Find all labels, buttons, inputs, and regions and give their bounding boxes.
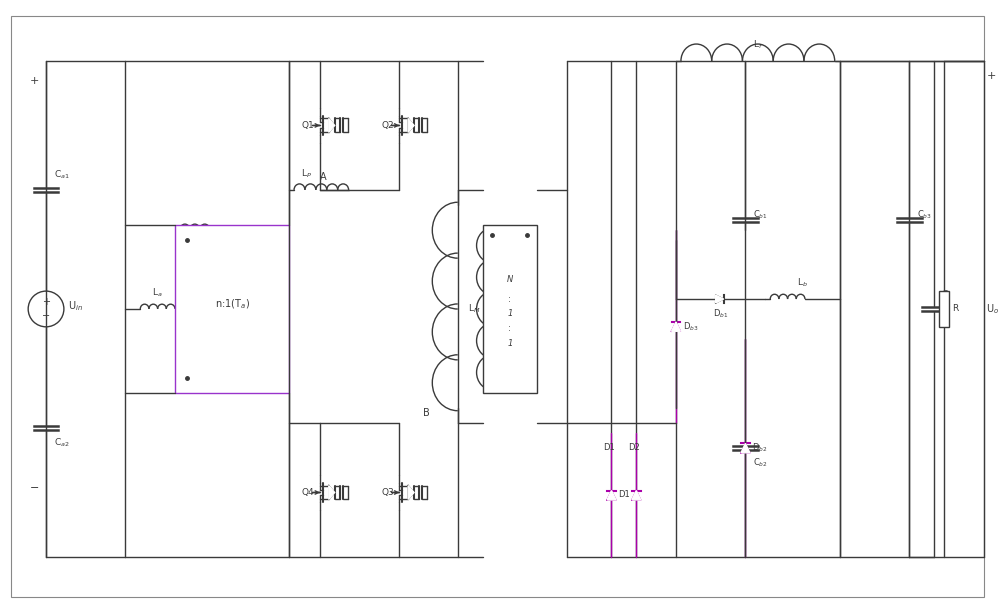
Text: D$_{b2}$: D$_{b2}$ [752, 442, 768, 454]
Text: :: : [508, 295, 511, 303]
Text: N: N [507, 275, 513, 284]
Polygon shape [672, 322, 680, 331]
Text: D1: D1 [618, 490, 630, 499]
Text: D2: D2 [628, 443, 640, 452]
Text: C$_{b2}$: C$_{b2}$ [753, 457, 768, 469]
Text: D1: D1 [603, 443, 614, 452]
Text: R: R [952, 304, 958, 314]
Text: 1: 1 [507, 339, 512, 348]
Text: C: C [942, 290, 948, 298]
Bar [175, 225, 289, 393]
Bar [939, 291, 949, 327]
Text: L$_f$: L$_f$ [753, 38, 763, 51]
Polygon shape [607, 490, 616, 500]
Text: 1: 1 [507, 309, 512, 319]
Text: Q2: Q2 [381, 121, 394, 130]
Polygon shape [329, 485, 335, 499]
Polygon shape [632, 490, 641, 500]
Text: L$_b$: L$_b$ [797, 276, 808, 289]
Text: :: : [508, 325, 511, 333]
Text: L$_a$: L$_a$ [152, 287, 162, 299]
Text: −: − [29, 482, 39, 493]
Text: A: A [320, 172, 326, 182]
Text: C$_{b3}$: C$_{b3}$ [917, 208, 932, 221]
Text: L$_M$: L$_M$ [468, 303, 480, 315]
Text: U$_o$: U$_o$ [986, 302, 1000, 316]
Text: +: + [29, 76, 39, 86]
Text: D$_{b1}$: D$_{b1}$ [713, 308, 728, 320]
Polygon shape [408, 485, 414, 499]
Text: Q1: Q1 [302, 121, 315, 130]
Polygon shape [741, 443, 750, 453]
Text: −: − [42, 311, 50, 321]
Text: n:1(T$_a$): n:1(T$_a$) [215, 297, 250, 311]
Text: +: + [986, 71, 996, 81]
Text: U$_{in}$: U$_{in}$ [68, 299, 83, 313]
Text: Q4: Q4 [302, 488, 315, 497]
Text: Q3: Q3 [381, 488, 394, 497]
Text: C$_{a1}$: C$_{a1}$ [54, 169, 70, 181]
Text: D$_{b3}$: D$_{b3}$ [683, 320, 698, 333]
Polygon shape [408, 119, 414, 132]
Text: +: + [42, 297, 50, 307]
Text: L$_P$: L$_P$ [301, 167, 312, 180]
Polygon shape [329, 119, 335, 132]
Text: B: B [423, 408, 430, 418]
Text: C$_{b1}$: C$_{b1}$ [753, 208, 768, 221]
Polygon shape [716, 295, 724, 303]
Bar [483, 225, 537, 393]
Text: C$_{a2}$: C$_{a2}$ [54, 437, 70, 449]
